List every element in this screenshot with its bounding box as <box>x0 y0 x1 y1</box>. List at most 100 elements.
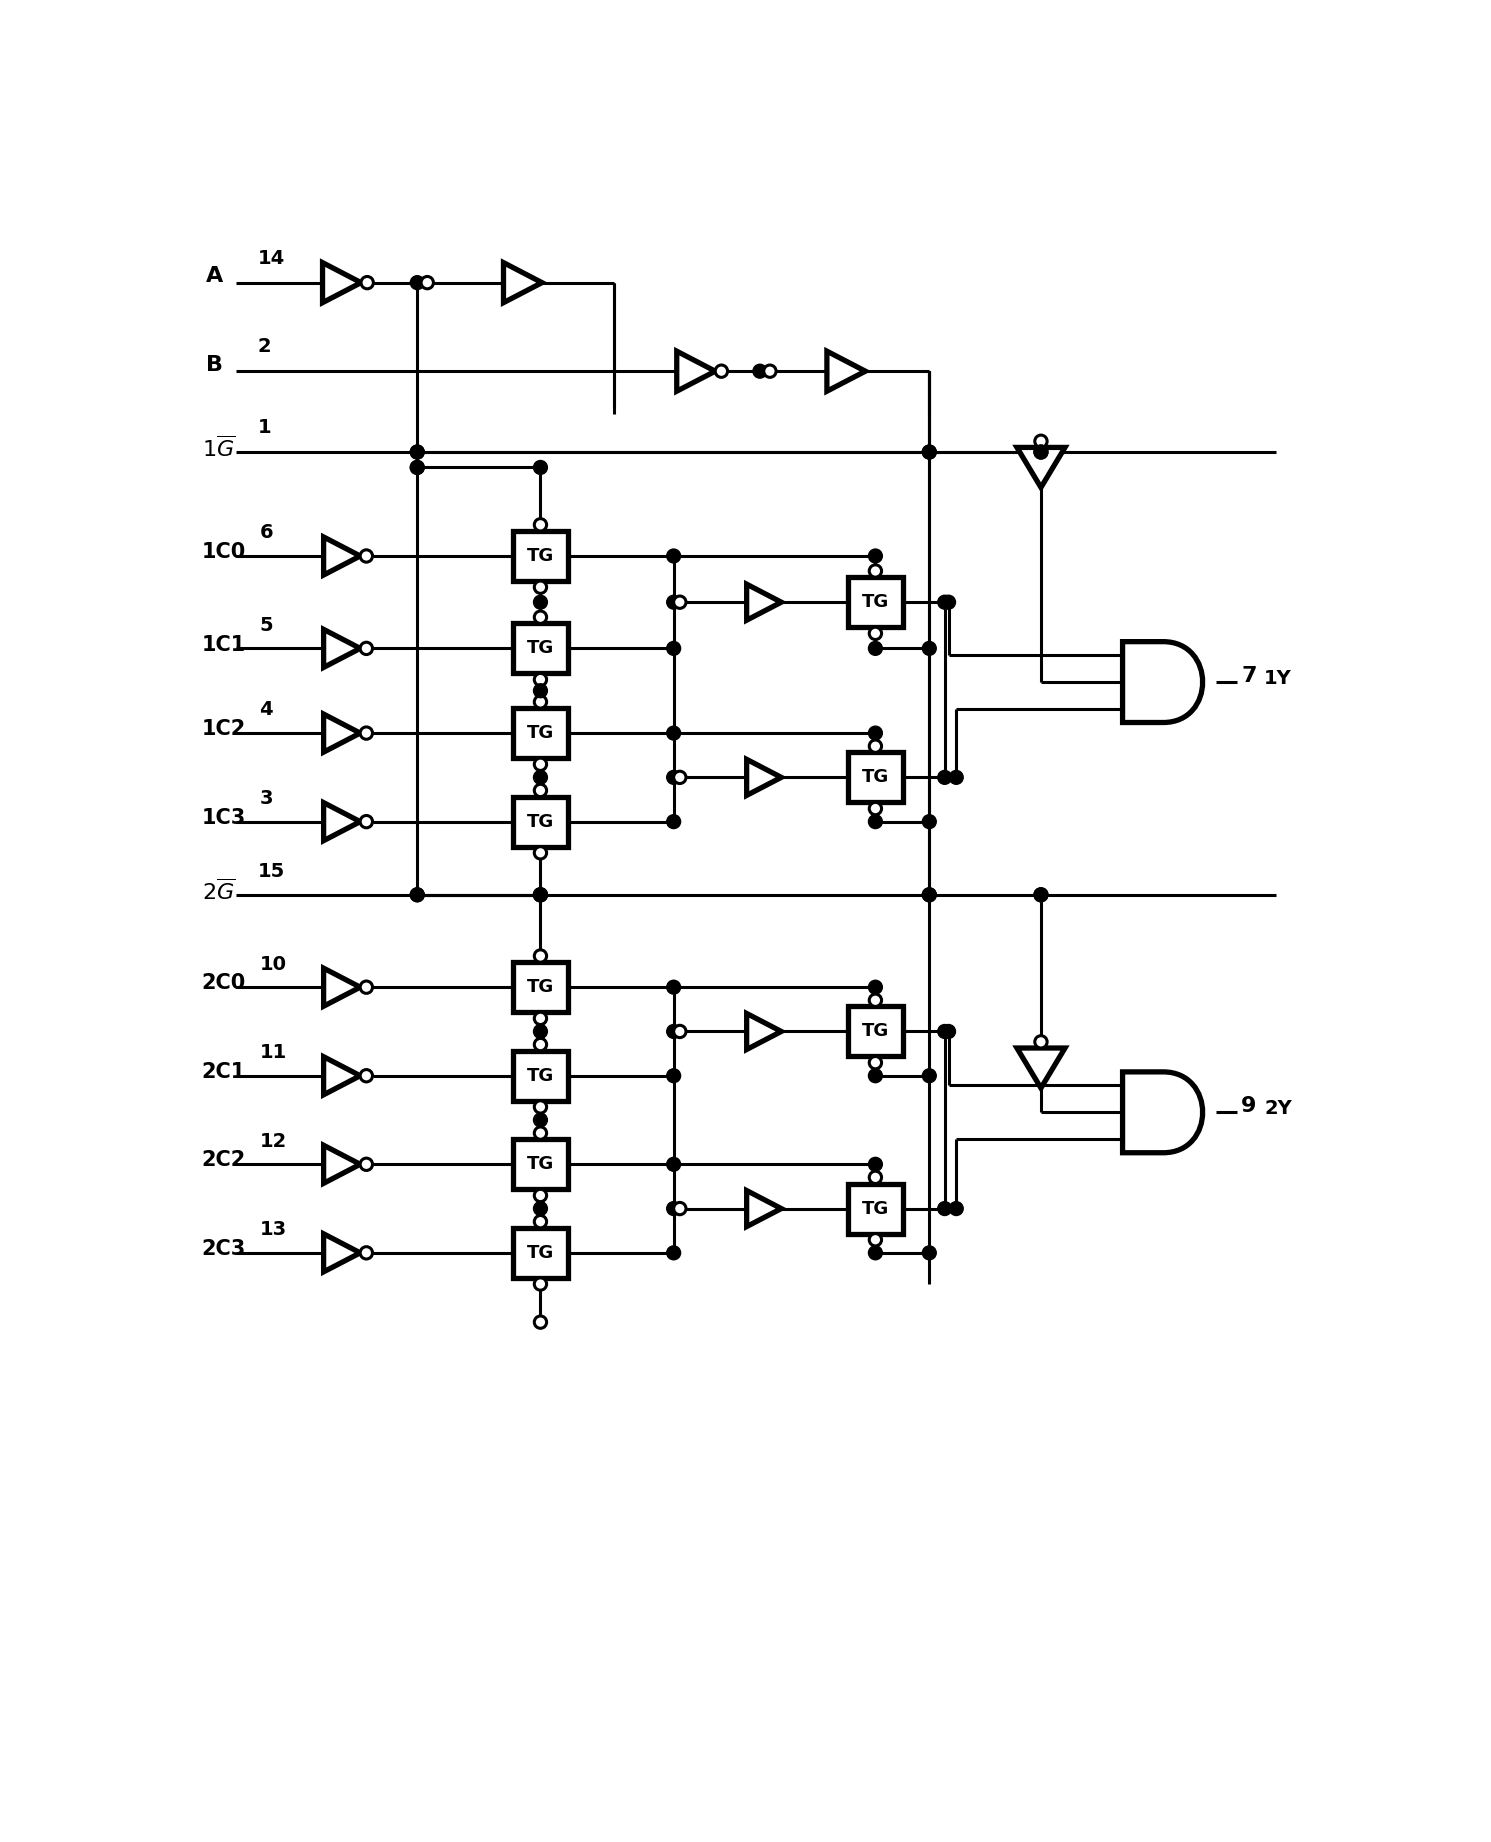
Circle shape <box>534 785 547 796</box>
Text: 7: 7 <box>1241 667 1257 685</box>
Bar <box>848 1184 904 1234</box>
Text: 1C1: 1C1 <box>201 634 246 654</box>
Text: 1C3: 1C3 <box>201 809 246 827</box>
Circle shape <box>666 980 680 995</box>
Circle shape <box>868 1245 883 1260</box>
Bar <box>513 1229 568 1278</box>
Circle shape <box>674 597 686 608</box>
Circle shape <box>666 770 680 785</box>
Circle shape <box>534 674 547 685</box>
Circle shape <box>869 995 881 1006</box>
Circle shape <box>666 1245 680 1260</box>
Circle shape <box>869 1234 881 1245</box>
Text: TG: TG <box>526 547 555 565</box>
Circle shape <box>666 1201 680 1216</box>
Circle shape <box>534 1039 547 1050</box>
Circle shape <box>869 740 881 752</box>
Circle shape <box>534 1102 547 1113</box>
Circle shape <box>868 549 883 564</box>
Circle shape <box>950 1201 963 1216</box>
Text: 2: 2 <box>258 337 271 356</box>
Text: TG: TG <box>862 1022 889 1041</box>
Circle shape <box>534 1201 547 1216</box>
Circle shape <box>361 982 373 993</box>
Circle shape <box>534 888 547 903</box>
Circle shape <box>410 460 423 475</box>
Text: 1C0: 1C0 <box>201 542 246 562</box>
Circle shape <box>666 1068 680 1083</box>
Text: 1Y: 1Y <box>1264 669 1293 687</box>
Circle shape <box>534 1127 547 1138</box>
Circle shape <box>534 1190 547 1201</box>
Circle shape <box>869 1057 881 1068</box>
Text: 2C2: 2C2 <box>201 1151 246 1170</box>
Circle shape <box>868 980 883 995</box>
Circle shape <box>534 580 547 593</box>
Circle shape <box>534 759 547 770</box>
Text: 14: 14 <box>258 249 285 267</box>
Circle shape <box>534 595 547 610</box>
Circle shape <box>869 803 881 814</box>
Polygon shape <box>1017 448 1065 488</box>
Circle shape <box>361 276 373 289</box>
Bar <box>513 623 568 674</box>
Text: 5: 5 <box>259 615 273 635</box>
Circle shape <box>923 888 936 903</box>
Circle shape <box>410 276 423 289</box>
Bar <box>513 530 568 580</box>
Text: TG: TG <box>862 1199 889 1218</box>
Text: TG: TG <box>862 593 889 612</box>
Circle shape <box>938 595 951 610</box>
Text: TG: TG <box>526 1067 555 1085</box>
Circle shape <box>923 1245 936 1260</box>
Text: 2C3: 2C3 <box>201 1240 246 1258</box>
Bar <box>513 1138 568 1190</box>
Circle shape <box>534 1013 547 1024</box>
Text: 13: 13 <box>259 1219 286 1240</box>
Circle shape <box>674 1203 686 1214</box>
Text: 6: 6 <box>259 523 273 542</box>
Circle shape <box>534 683 547 698</box>
Circle shape <box>666 1157 680 1172</box>
Bar <box>513 962 568 1013</box>
Circle shape <box>361 728 373 739</box>
Text: 3: 3 <box>259 788 273 809</box>
Circle shape <box>410 446 423 459</box>
Circle shape <box>666 641 680 656</box>
Circle shape <box>868 726 883 740</box>
Text: 2Y: 2Y <box>1264 1100 1293 1118</box>
Circle shape <box>534 519 547 530</box>
Circle shape <box>534 1216 547 1229</box>
Circle shape <box>666 726 680 740</box>
Text: TG: TG <box>526 1243 555 1262</box>
Circle shape <box>1035 446 1048 459</box>
Circle shape <box>1035 1035 1047 1048</box>
Circle shape <box>534 460 547 475</box>
Circle shape <box>361 816 373 827</box>
Text: TG: TG <box>526 639 555 658</box>
Circle shape <box>666 814 680 829</box>
Circle shape <box>534 888 547 903</box>
Circle shape <box>361 1159 373 1170</box>
Circle shape <box>420 276 434 289</box>
Text: TG: TG <box>526 978 555 997</box>
Text: 15: 15 <box>258 862 285 880</box>
Circle shape <box>1035 888 1048 903</box>
Circle shape <box>753 365 766 378</box>
Bar <box>848 752 904 803</box>
Circle shape <box>534 1315 547 1328</box>
Circle shape <box>938 1201 951 1216</box>
Circle shape <box>950 770 963 785</box>
Text: A: A <box>206 267 222 287</box>
Text: $2\overline{G}$: $2\overline{G}$ <box>201 879 236 904</box>
Circle shape <box>868 1157 883 1172</box>
Circle shape <box>666 549 680 564</box>
Circle shape <box>361 643 373 654</box>
Text: 4: 4 <box>259 700 273 720</box>
Circle shape <box>534 612 547 623</box>
Text: 11: 11 <box>259 1043 286 1063</box>
Circle shape <box>674 1026 686 1037</box>
Circle shape <box>868 814 883 829</box>
Circle shape <box>868 641 883 656</box>
Bar <box>513 796 568 847</box>
